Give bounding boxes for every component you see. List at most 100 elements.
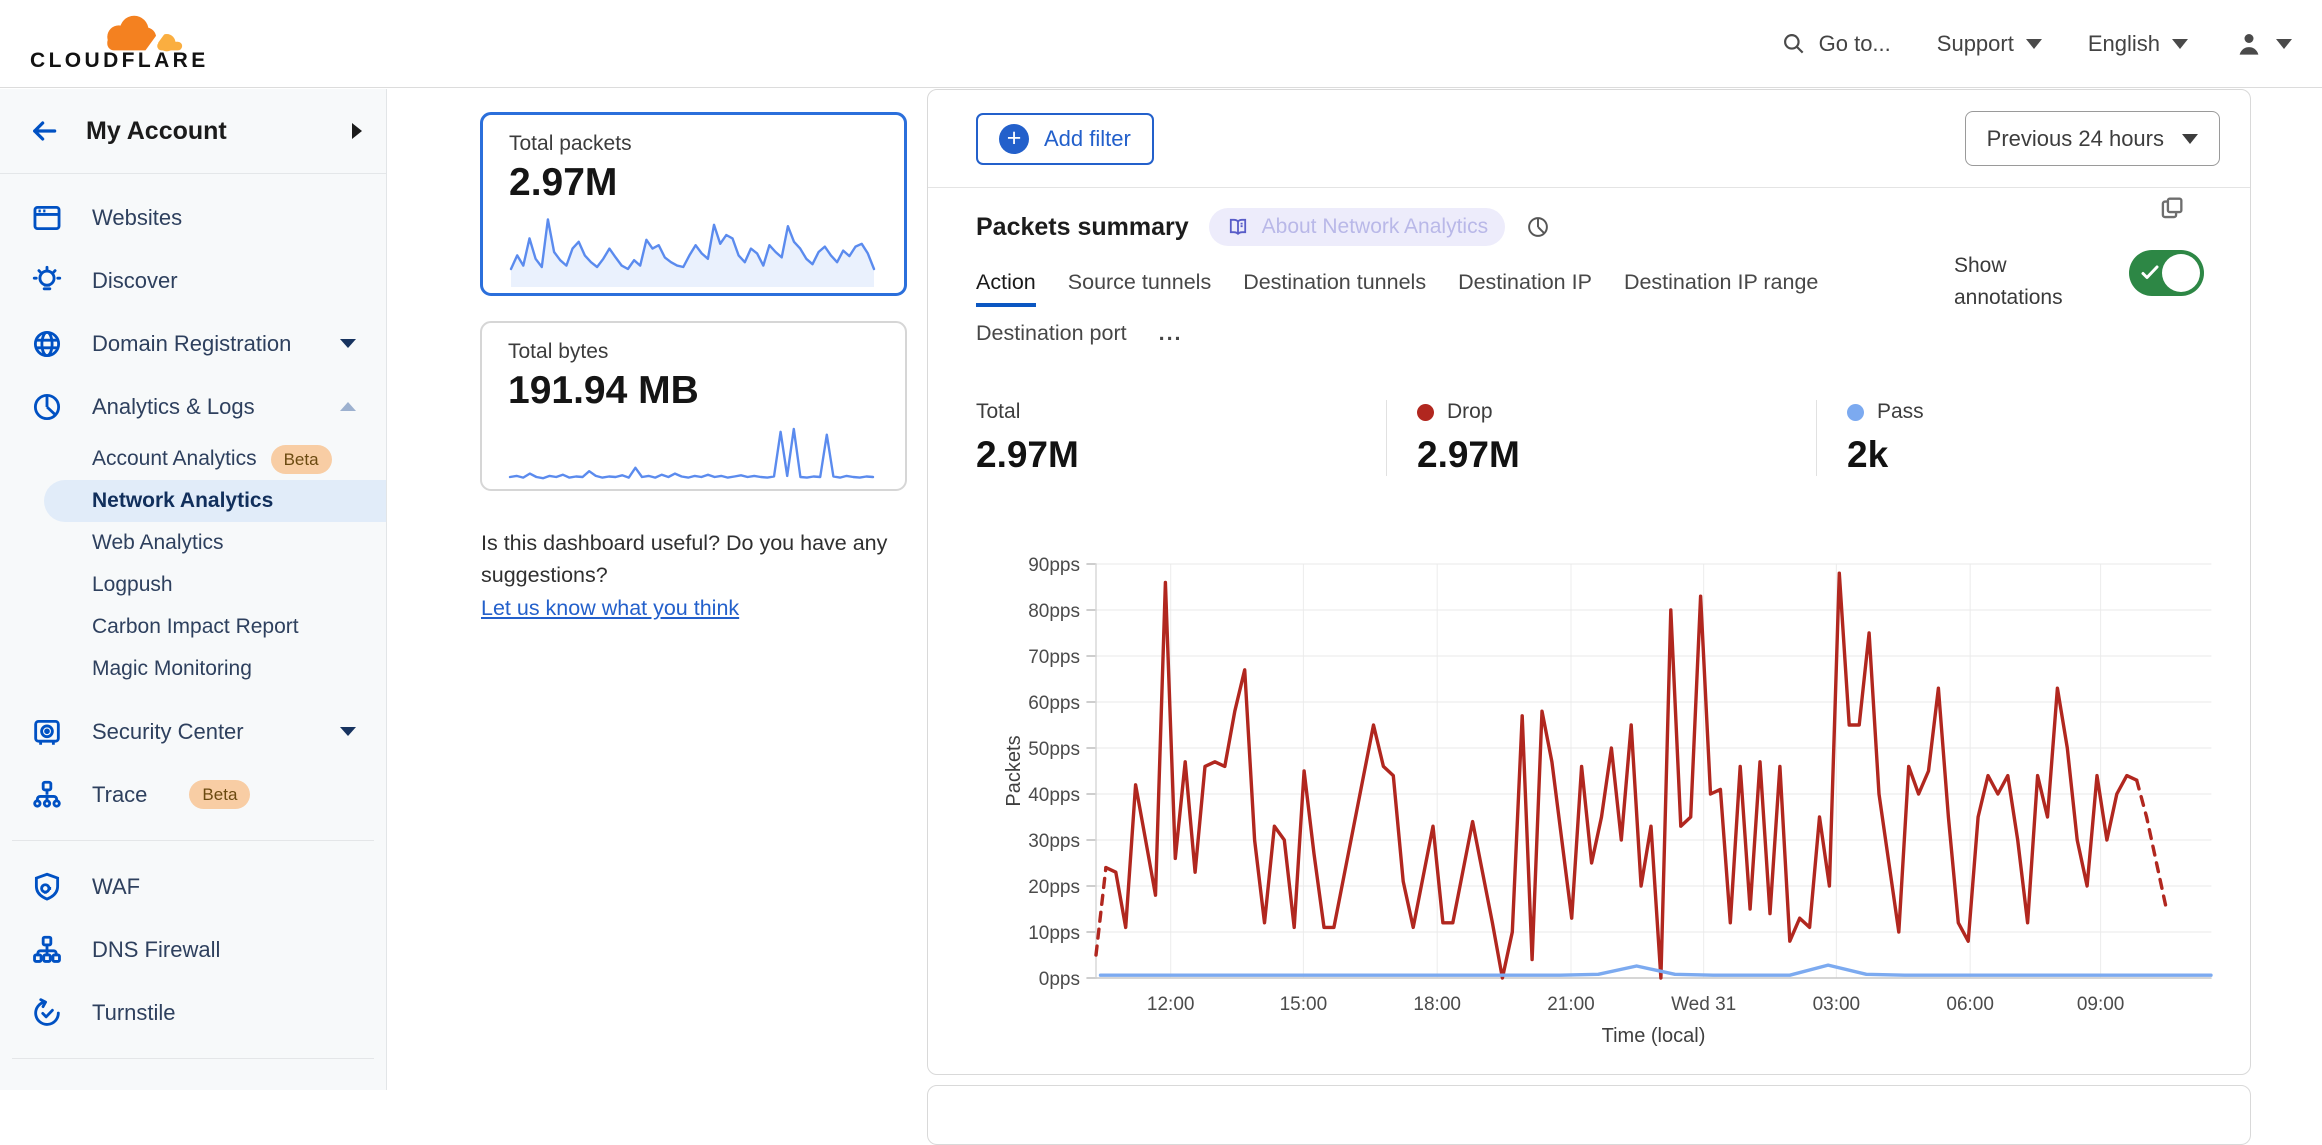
chevron-down-icon: [340, 339, 356, 348]
sidebar-item-account-analytics[interactable]: Account Analytics Beta: [0, 438, 386, 480]
sidebar: My Account Websites Discover Domain Regi…: [0, 89, 387, 1090]
sidebar-item-label: Web Analytics: [92, 531, 224, 554]
packets-chart: 12:00 15:00 18:00 21:00 Wed 31 03:00 06:00 09:0…: [928, 546, 2252, 1074]
svg-text:03:00: 03:00: [1813, 994, 1861, 1015]
sidebar-item-partial[interactable]: [0, 1073, 386, 1090]
stat-total: Total 2.97M: [976, 400, 1386, 476]
tab-destination-tunnels[interactable]: Destination tunnels: [1243, 270, 1427, 294]
time-range-label: Previous 24 hours: [1986, 125, 2164, 151]
tab-destination-ip[interactable]: Destination IP: [1458, 270, 1592, 294]
chevron-right-icon[interactable]: [352, 123, 362, 139]
svg-text:21:00: 21:00: [1547, 994, 1595, 1015]
stat-label: Pass: [1877, 400, 1924, 423]
svg-text:40pps: 40pps: [1028, 785, 1080, 806]
hierarchy-icon: [33, 935, 61, 963]
sidebar-item-turnstile[interactable]: Turnstile: [0, 981, 386, 1044]
stat-drop: Drop 2.97M: [1386, 400, 1816, 476]
sidebar-item-label: Discover: [92, 267, 178, 293]
expand-copy-icon[interactable]: [2158, 194, 2186, 222]
pie-chart-icon: [33, 393, 61, 420]
sidebar-item-websites[interactable]: Websites: [0, 186, 386, 249]
sidebar-item-security-center[interactable]: Security Center: [0, 700, 386, 763]
sidebar-item-label: Magic Monitoring: [92, 657, 252, 680]
sidebar-item-discover[interactable]: Discover: [0, 249, 386, 312]
add-filter-button[interactable]: + Add filter: [976, 112, 1154, 165]
total-bytes-sparkline: [508, 421, 879, 487]
total-bytes-card[interactable]: Total bytes 191.94 MB: [480, 321, 907, 491]
sidebar-item-trace[interactable]: Trace Beta: [0, 763, 386, 826]
account-title: My Account: [86, 116, 227, 145]
chevron-down-icon: [2276, 38, 2292, 49]
tab-destination-port[interactable]: Destination port: [976, 321, 1127, 345]
pie-chart-icon[interactable]: [1525, 214, 1551, 240]
language-label: English: [2087, 30, 2160, 56]
cloudflare-cloud-icon: [107, 15, 183, 54]
show-annotations-label: Show annotations: [1954, 254, 2063, 309]
goto-search[interactable]: Go to...: [1781, 31, 1891, 57]
svg-text:Wed 31: Wed 31: [1671, 994, 1736, 1015]
sidebar-item-magic-monitoring[interactable]: Magic Monitoring: [0, 648, 386, 690]
panel-title: Packets summary: [976, 212, 1189, 241]
sidebar-item-waf[interactable]: WAF: [0, 855, 386, 918]
sidebar-item-web-analytics[interactable]: Web Analytics: [0, 522, 386, 564]
drop-legend-dot: [1417, 403, 1434, 421]
sidebar-item-domain-registration[interactable]: Domain Registration: [0, 312, 386, 375]
feedback-question: Is this dashboard useful? Do you have an…: [481, 531, 888, 588]
account-header[interactable]: My Account: [0, 89, 386, 174]
support-menu[interactable]: Support: [1937, 31, 2042, 57]
svg-text:Time (local): Time (local): [1602, 1025, 1706, 1047]
sidebar-item-label: WAF: [92, 873, 141, 899]
sidebar-item-dns-firewall[interactable]: DNS Firewall: [0, 918, 386, 981]
shield-gear-icon: [34, 872, 60, 901]
sidebar-item-carbon-impact-report[interactable]: Carbon Impact Report: [0, 606, 386, 648]
sidebar-item-analytics-logs[interactable]: Analytics & Logs: [0, 375, 386, 438]
stats-row: Total 2.97M Drop 2.97M Pass 2k: [976, 400, 2202, 476]
chevron-up-icon: [340, 402, 356, 411]
chevron-down-icon: [2172, 38, 2188, 49]
about-network-analytics-pill[interactable]: About Network Analytics: [1208, 208, 1506, 246]
card-label: Total bytes: [508, 340, 609, 363]
sidebar-item-label: Logpush: [92, 573, 173, 596]
total-packets-card[interactable]: Total packets 2.97M: [480, 112, 907, 296]
svg-text:06:00: 06:00: [1946, 994, 1994, 1015]
language-menu[interactable]: English: [2088, 31, 2188, 57]
sidebar-divider: [12, 1058, 374, 1059]
sidebar-item-network-analytics[interactable]: Network Analytics: [44, 480, 386, 522]
tab-action[interactable]: Action: [976, 270, 1036, 307]
browser-icon: [33, 205, 61, 230]
more-tabs-button[interactable]: ...: [1158, 321, 1183, 345]
feedback-link[interactable]: Let us know what you think: [481, 595, 740, 620]
add-filter-label: Add filter: [1044, 125, 1131, 151]
svg-text:15:00: 15:00: [1280, 994, 1328, 1015]
stat-value: 2.97M: [976, 434, 1079, 475]
user-icon: [2239, 33, 2259, 55]
feedback-block: Is this dashboard useful? Do you have an…: [481, 527, 926, 624]
next-section-panel: [927, 1085, 2251, 1145]
cloudflare-logo: CLOUDFLARE: [30, 11, 208, 77]
search-icon: [1783, 33, 1804, 53]
sidebar-item-logpush[interactable]: Logpush: [0, 564, 386, 606]
stat-pass: Pass 2k: [1816, 400, 1924, 476]
time-range-dropdown[interactable]: Previous 24 hours: [1964, 111, 2220, 166]
svg-text:20pps: 20pps: [1028, 877, 1080, 898]
svg-text:0pps: 0pps: [1039, 969, 1080, 990]
svg-text:80pps: 80pps: [1028, 601, 1080, 622]
chevron-down-icon: [340, 727, 356, 736]
stat-label: Total: [976, 400, 1021, 423]
show-annotations-toggle[interactable]: [2129, 250, 2204, 296]
sidebar-item-label: Domain Registration: [92, 330, 292, 356]
sidebar-item-label: Network Analytics: [92, 489, 274, 512]
tab-destination-ip-range[interactable]: Destination IP range: [1623, 270, 1819, 294]
svg-text:18:00: 18:00: [1413, 994, 1461, 1015]
about-label: About Network Analytics: [1261, 215, 1489, 238]
top-header: CLOUDFLARE Go to... Support English: [0, 0, 2322, 88]
globe-icon: [33, 330, 61, 357]
sidebar-item-label: Security Center: [92, 718, 244, 744]
total-packets-sparkline: [509, 213, 878, 289]
dimension-tabs: Action Source tunnels Destination tunnel…: [976, 270, 1876, 358]
back-arrow-icon[interactable]: [28, 115, 60, 147]
tab-source-tunnels[interactable]: Source tunnels: [1067, 270, 1212, 294]
account-menu[interactable]: [2234, 29, 2292, 59]
sidebar-item-label: Websites: [92, 204, 183, 230]
beta-badge: Beta: [189, 780, 251, 809]
